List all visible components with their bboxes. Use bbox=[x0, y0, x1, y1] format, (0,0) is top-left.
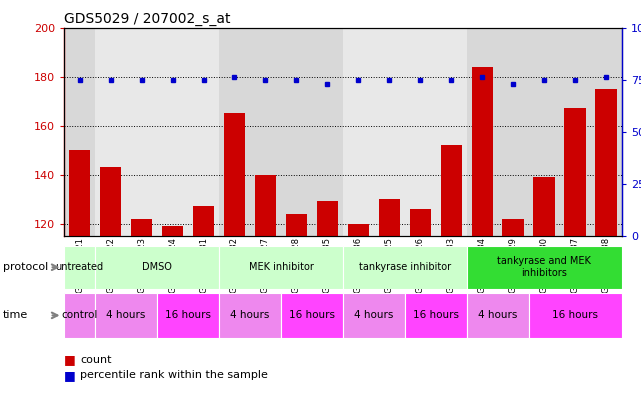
Bar bbox=[529, 293, 622, 338]
Text: untreated: untreated bbox=[56, 262, 104, 272]
Bar bbox=[343, 293, 405, 338]
Bar bbox=[95, 293, 157, 338]
Bar bbox=[224, 113, 246, 393]
Bar bbox=[162, 226, 183, 393]
Bar bbox=[219, 28, 343, 236]
Bar bbox=[69, 150, 90, 393]
Text: control: control bbox=[62, 310, 98, 320]
Bar bbox=[379, 199, 400, 393]
Bar bbox=[405, 293, 467, 338]
Bar bbox=[467, 246, 622, 289]
Bar bbox=[410, 209, 431, 393]
Text: 16 hours: 16 hours bbox=[413, 310, 459, 320]
Text: 4 hours: 4 hours bbox=[106, 310, 146, 320]
Bar bbox=[472, 67, 493, 393]
Text: ■: ■ bbox=[64, 369, 76, 382]
Bar bbox=[467, 293, 529, 338]
Text: tankyrase inhibitor: tankyrase inhibitor bbox=[359, 262, 451, 272]
Bar bbox=[95, 28, 219, 236]
Text: 4 hours: 4 hours bbox=[230, 310, 270, 320]
Text: DMSO: DMSO bbox=[142, 262, 172, 272]
Text: 4 hours: 4 hours bbox=[478, 310, 517, 320]
Text: GDS5029 / 207002_s_at: GDS5029 / 207002_s_at bbox=[64, 12, 231, 26]
Bar bbox=[95, 246, 219, 289]
Bar bbox=[347, 224, 369, 393]
Bar bbox=[343, 28, 467, 236]
Text: 4 hours: 4 hours bbox=[354, 310, 394, 320]
Bar bbox=[157, 293, 219, 338]
Bar bbox=[467, 28, 622, 236]
Text: ■: ■ bbox=[64, 353, 76, 366]
Bar bbox=[281, 293, 343, 338]
Text: 16 hours: 16 hours bbox=[289, 310, 335, 320]
Bar bbox=[219, 246, 343, 289]
Bar bbox=[64, 246, 95, 289]
Bar bbox=[503, 219, 524, 393]
Text: tankyrase and MEK
inhibitors: tankyrase and MEK inhibitors bbox=[497, 257, 591, 278]
Bar bbox=[131, 219, 153, 393]
Bar bbox=[317, 202, 338, 393]
Bar bbox=[286, 214, 307, 393]
Bar bbox=[533, 177, 555, 393]
Bar bbox=[595, 89, 617, 393]
Bar bbox=[64, 28, 95, 236]
Text: time: time bbox=[3, 310, 28, 320]
Text: 16 hours: 16 hours bbox=[553, 310, 598, 320]
Bar bbox=[343, 246, 467, 289]
Bar bbox=[254, 174, 276, 393]
Bar bbox=[219, 293, 281, 338]
Text: MEK inhibitor: MEK inhibitor bbox=[249, 262, 313, 272]
Text: 16 hours: 16 hours bbox=[165, 310, 211, 320]
Bar bbox=[100, 167, 121, 393]
Bar bbox=[193, 206, 214, 393]
Text: count: count bbox=[80, 354, 112, 365]
Text: protocol: protocol bbox=[3, 262, 49, 272]
Bar bbox=[64, 293, 95, 338]
Text: percentile rank within the sample: percentile rank within the sample bbox=[80, 370, 268, 380]
Bar bbox=[440, 145, 462, 393]
Bar bbox=[565, 108, 586, 393]
